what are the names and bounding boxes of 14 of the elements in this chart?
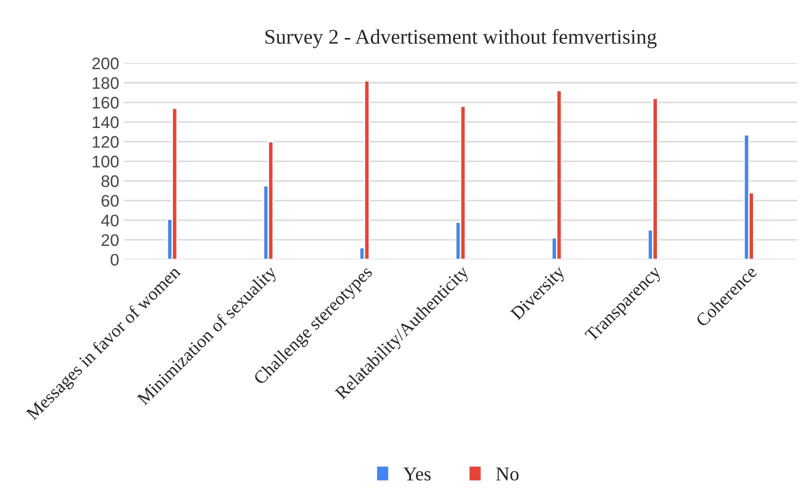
y-tick-label: 140 <box>92 116 119 128</box>
y-tick-label: 200 <box>92 58 119 70</box>
chart-title: Survey 2 - Advertisement without femvertising <box>266 29 657 48</box>
y-tick-label: 100 <box>92 156 119 168</box>
y-tick-label: 60 <box>102 194 119 207</box>
y-tick-label: 180 <box>92 77 119 89</box>
legend-label: Yes <box>403 468 431 481</box>
y-tick-label: 0 <box>110 254 119 266</box>
y-tick-label: 80 <box>101 175 119 188</box>
y-tick-label: 160 <box>92 96 119 109</box>
legend-label: No <box>496 468 519 481</box>
y-tick-label: 40 <box>101 214 119 226</box>
y-tick-label: 20 <box>102 234 119 246</box>
y-tick-label: 120 <box>92 136 119 148</box>
